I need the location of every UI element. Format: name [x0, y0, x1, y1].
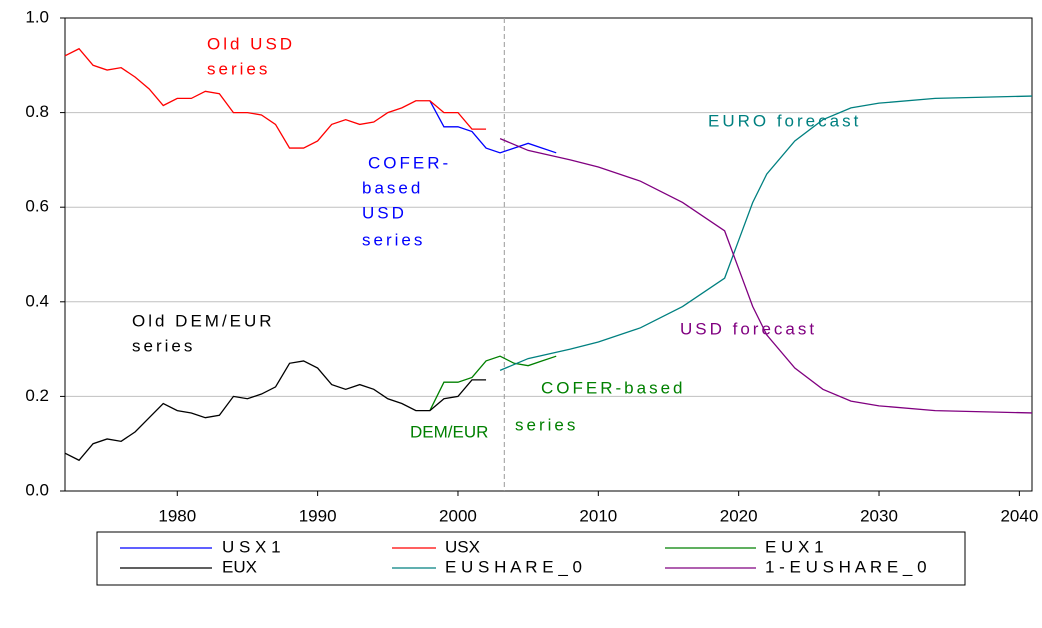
series-line	[499, 95, 1033, 371]
legend-label: E U X 1	[765, 537, 824, 556]
legend-box	[96, 531, 966, 586]
annotation: DEM/EUR	[410, 422, 488, 441]
x-tick-label: 1980	[158, 506, 196, 525]
annotation: based	[362, 178, 423, 197]
legend-label: USX	[445, 537, 480, 556]
legend-label: E U S H A R E _ 0	[445, 557, 582, 576]
series-line	[64, 47, 487, 149]
y-tick-label: 0.8	[25, 102, 49, 121]
y-tick-label: 0.2	[25, 386, 49, 405]
annotation: COFER-	[368, 153, 451, 172]
y-tick-label: 0.6	[25, 197, 49, 216]
series-line	[64, 360, 487, 462]
y-tick-label: 0.0	[25, 480, 49, 499]
annotation: series	[132, 336, 195, 355]
annotation: EURO forecast	[708, 111, 861, 130]
annotation: Old USD	[207, 34, 295, 53]
legend-label: U S X 1	[222, 537, 281, 556]
x-tick-label: 2010	[579, 506, 617, 525]
annotation: USD	[362, 203, 407, 222]
x-tick-label: 2020	[720, 506, 758, 525]
x-tick-label: 2000	[439, 506, 477, 525]
annotation: USD forecast	[680, 319, 817, 338]
x-tick-label: 1990	[299, 506, 337, 525]
y-tick-label: 0.4	[25, 291, 49, 310]
x-tick-label: 2030	[860, 506, 898, 525]
y-tick-label: 1.0	[25, 7, 49, 26]
annotation: series	[207, 59, 270, 78]
series-line	[429, 100, 557, 154]
legend-label: 1 - E U S H A R E _ 0	[765, 557, 927, 576]
plot-frame	[64, 17, 1033, 492]
annotation: series	[362, 230, 425, 249]
annotation: Old DEM/EUR	[132, 311, 275, 330]
series-line	[429, 355, 557, 411]
series-line	[499, 138, 1033, 414]
annotation: COFER-based	[541, 378, 685, 397]
x-tick-label: 2040	[1000, 506, 1038, 525]
legend-label: EUX	[222, 557, 257, 576]
annotation: series	[515, 415, 578, 434]
